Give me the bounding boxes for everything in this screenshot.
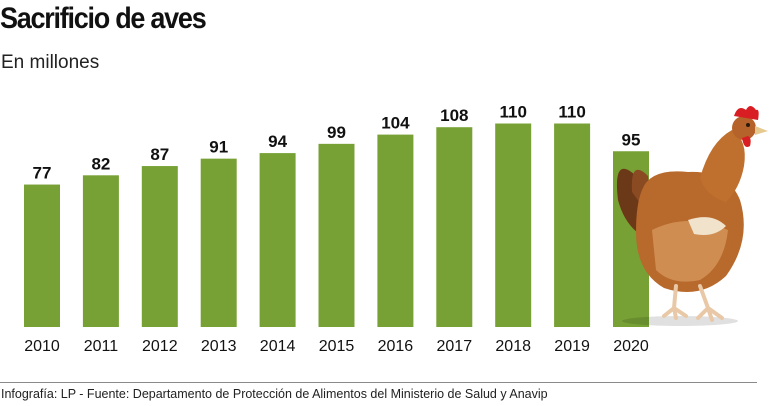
- value-label-2013: 91: [209, 138, 228, 157]
- bar-2012: [141, 166, 178, 327]
- x-tick-2017: 2017: [437, 338, 473, 355]
- bar-2017: [436, 127, 473, 327]
- bars-layer: [24, 123, 649, 327]
- value-label-2016: 104: [381, 114, 410, 133]
- x-tick-2010: 2010: [24, 338, 60, 355]
- footer-divider: [0, 382, 757, 383]
- bar-2016: [377, 134, 414, 327]
- bar-2013: [200, 158, 237, 327]
- chart-title: Sacrificio de aves: [0, 2, 207, 35]
- value-label-2018: 110: [499, 103, 526, 122]
- bar-2019: [554, 123, 591, 327]
- bar-2011: [82, 175, 119, 327]
- bar-2015: [318, 143, 355, 327]
- x-tick-2020: 2020: [613, 338, 649, 355]
- value-label-2012: 87: [150, 145, 169, 164]
- x-tick-2019: 2019: [554, 338, 590, 355]
- bar-2010: [24, 184, 60, 327]
- value-label-2014: 94: [268, 132, 287, 151]
- value-label-2011: 82: [91, 154, 110, 173]
- value-label-2019: 110: [558, 103, 585, 122]
- source-note: Infografía: LP - Fuente: Departamento de…: [1, 387, 548, 401]
- bar-chart: 77 2010 82 2011 87 2012 91 2013 94 2014 99 2015 104 2…: [24, 103, 768, 356]
- x-tick-2015: 2015: [319, 338, 355, 355]
- value-label-2010: 77: [33, 164, 52, 183]
- value-label-2017: 108: [440, 106, 468, 125]
- bar-2014: [259, 153, 296, 327]
- x-tick-2016: 2016: [378, 338, 414, 355]
- labels-layer: 77 2010 82 2011 87 2012 91 2013 94 2014 99 2015 104 2…: [24, 103, 649, 356]
- bar-2018: [495, 123, 532, 327]
- x-tick-2018: 2018: [495, 338, 531, 355]
- hen-icon: [616, 106, 768, 326]
- value-label-2015: 99: [327, 123, 346, 142]
- x-tick-2014: 2014: [260, 338, 296, 355]
- value-label-2020: 95: [622, 130, 641, 149]
- x-tick-2013: 2013: [201, 338, 237, 355]
- x-tick-2011: 2011: [84, 338, 119, 355]
- x-tick-2012: 2012: [142, 338, 178, 355]
- chart-subtitle: En millones: [1, 52, 100, 73]
